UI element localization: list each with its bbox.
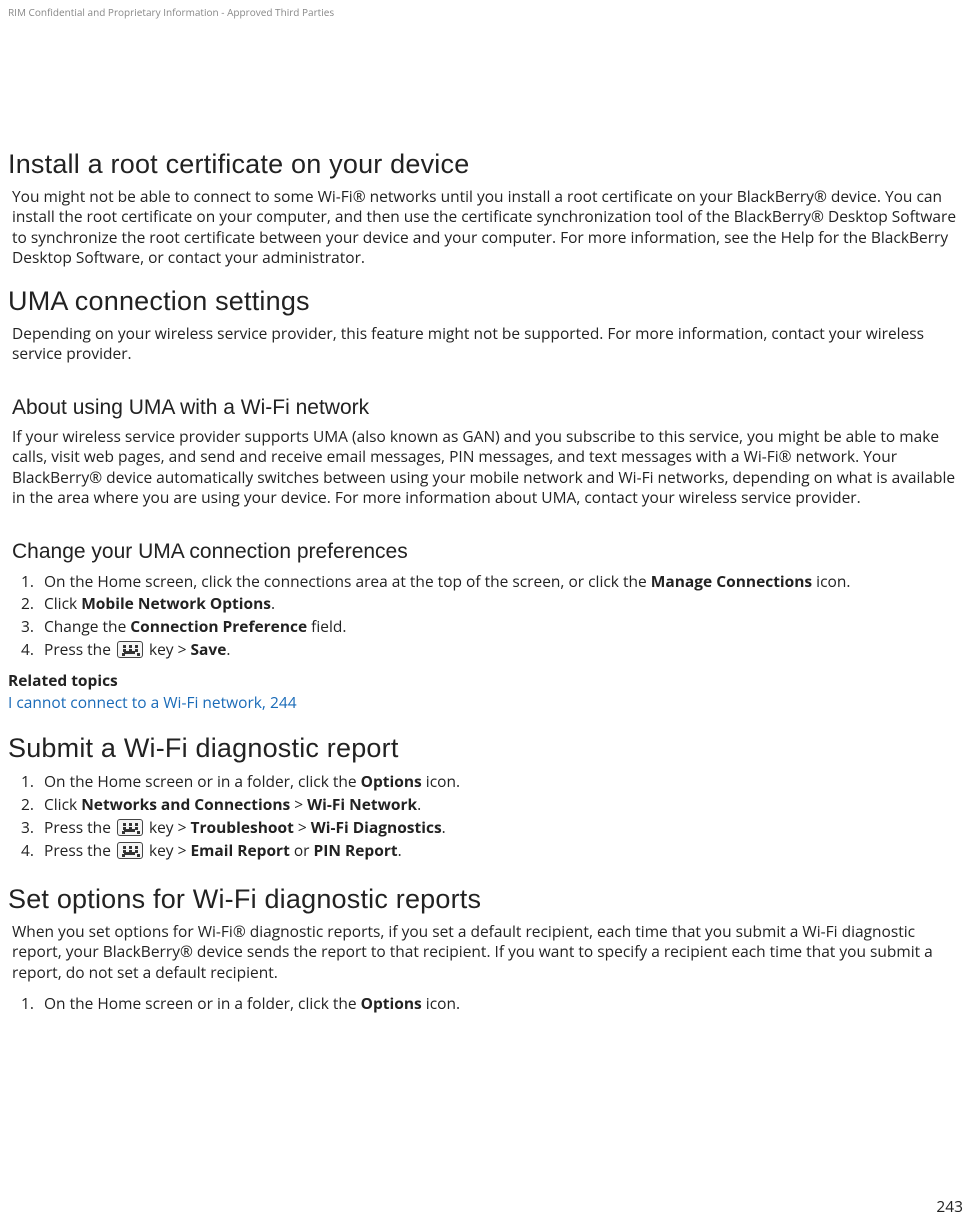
step-item: Press the key > Email Report or PIN Repo… [38, 839, 961, 862]
step-item: On the Home screen, click the connection… [38, 570, 961, 593]
para-uma-intro: Depending on your wireless service provi… [8, 323, 965, 364]
heading-about-uma: About using UMA with a Wi-Fi network [8, 396, 965, 420]
related-topics-label: Related topics [8, 669, 965, 691]
steps-set-diag-options: On the Home screen or in a folder, click… [8, 992, 965, 1015]
menu-key-icon [117, 842, 143, 859]
menu-key-icon [117, 819, 143, 836]
step-item: Press the key > Save. [38, 638, 961, 661]
step-item: Click Networks and Connections > Wi-Fi N… [38, 793, 961, 816]
para-set-diag-options: When you set options for Wi-Fi® diagnost… [8, 921, 965, 982]
document-page: RIM Confidential and Proprietary Informa… [0, 0, 973, 1227]
heading-install-root-cert: Install a root certificate on your devic… [8, 149, 965, 180]
page-number: 243 [936, 1195, 963, 1217]
heading-submit-diag: Submit a Wi-Fi diagnostic report [8, 733, 965, 764]
heading-set-diag-options: Set options for Wi-Fi diagnostic reports [8, 884, 965, 915]
steps-submit-diag: On the Home screen or in a folder, click… [8, 770, 965, 862]
confidential-header: RIM Confidential and Proprietary Informa… [8, 5, 965, 19]
step-item: Click Mobile Network Options. [38, 592, 961, 615]
related-topic-link[interactable]: I cannot connect to a Wi-Fi network, 244 [8, 691, 965, 713]
heading-change-uma-pref: Change your UMA connection preferences [8, 540, 965, 564]
para-about-uma: If your wireless service provider suppor… [8, 426, 965, 508]
step-item: Press the key > Troubleshoot > Wi-Fi Dia… [38, 816, 961, 839]
step-item: Change the Connection Preference field. [38, 615, 961, 638]
heading-uma-settings: UMA connection settings [8, 286, 965, 317]
menu-key-icon [117, 641, 143, 658]
step-item: On the Home screen or in a folder, click… [38, 992, 961, 1015]
para-install-root-cert: You might not be able to connect to some… [8, 186, 965, 268]
step-item: On the Home screen or in a folder, click… [38, 770, 961, 793]
steps-change-uma: On the Home screen, click the connection… [8, 570, 965, 662]
